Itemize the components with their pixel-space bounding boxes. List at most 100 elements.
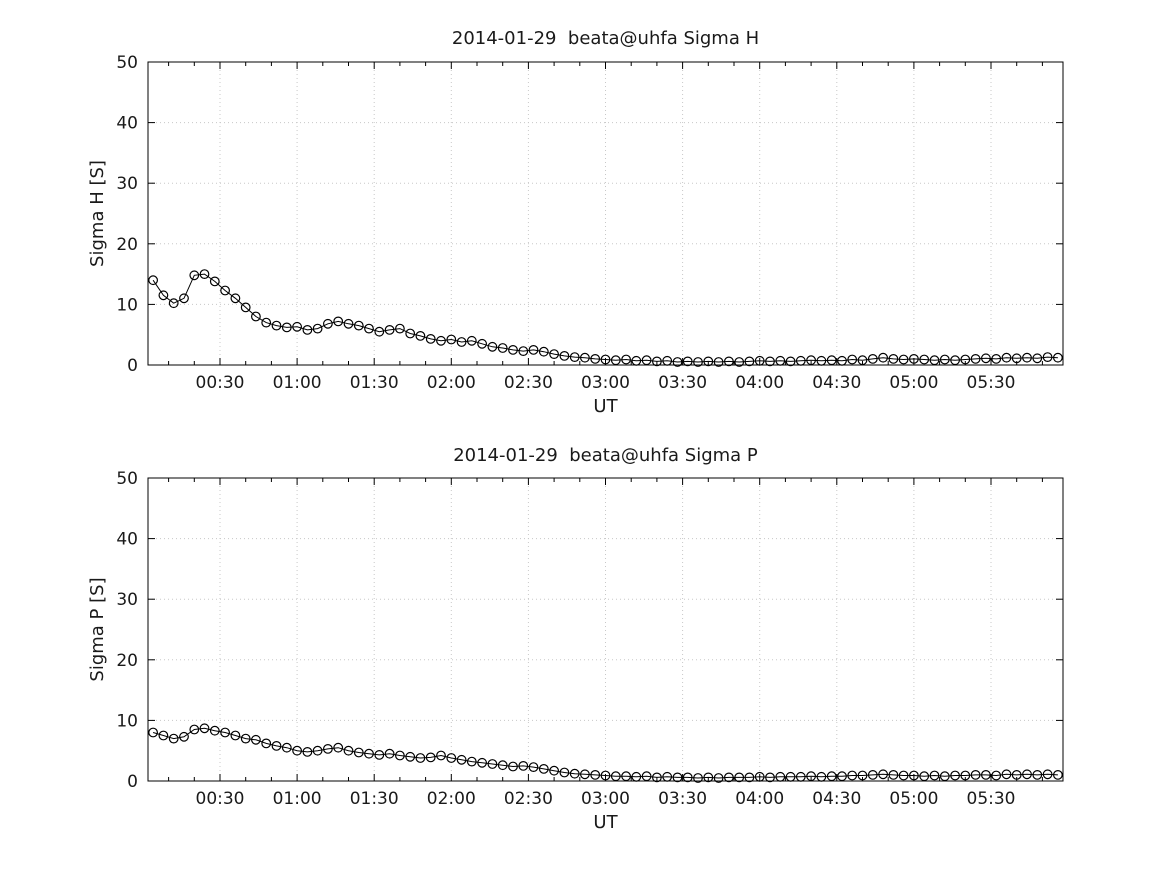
- x-tick-label: 02:00: [427, 373, 476, 393]
- data-point-marker: [981, 770, 991, 780]
- data-point-marker: [682, 356, 693, 367]
- data-point-marker: [508, 345, 518, 355]
- axes-box: [147, 61, 1064, 366]
- data-point-marker: [559, 767, 570, 778]
- data-point-marker: [744, 772, 755, 783]
- data-point-marker: [929, 770, 940, 781]
- data-point-marker: [1022, 769, 1032, 780]
- x-tick-label: 03:00: [581, 373, 630, 393]
- grid: [148, 478, 1063, 781]
- data-point-marker: [1032, 770, 1043, 780]
- y-tick-label: 10: [116, 711, 138, 731]
- data-point-marker: [1001, 352, 1012, 363]
- y-tick-label: 10: [116, 295, 138, 315]
- data-point-marker: [1001, 769, 1012, 780]
- data-point-marker: [1042, 352, 1053, 363]
- data-point-marker: [168, 298, 179, 309]
- data-point-marker: [549, 349, 559, 360]
- data-point-marker: [621, 354, 631, 365]
- data-point-marker: [1052, 770, 1063, 780]
- data-point-marker: [898, 354, 909, 365]
- data-point-marker: [590, 770, 601, 780]
- data-point-marker: [528, 345, 539, 355]
- data-point-marker: [271, 741, 282, 751]
- data-point-marker: [353, 320, 364, 331]
- data-point-marker: [158, 290, 169, 301]
- data-point-marker: [497, 760, 508, 771]
- data-point-marker: [919, 354, 930, 365]
- data-point-marker: [477, 338, 488, 349]
- data-point-marker: [466, 756, 477, 767]
- data-point-marker: [765, 772, 775, 783]
- data-point-marker: [364, 748, 374, 759]
- data-point-marker: [209, 276, 220, 287]
- data-point-marker: [343, 745, 354, 756]
- data-point-marker: [364, 323, 374, 334]
- data-point-marker: [405, 328, 416, 339]
- x-tick-label: 01:30: [350, 789, 399, 809]
- tick-marks: [148, 61, 1063, 366]
- data-point-marker: [724, 356, 734, 367]
- x-tick-label: 01:00: [273, 373, 322, 393]
- data-point-marker: [333, 742, 344, 753]
- data-point-marker: [220, 285, 231, 296]
- data-point-marker: [682, 772, 693, 783]
- data-point-marker: [734, 772, 745, 783]
- data-point-marker: [302, 325, 313, 335]
- data-point-marker: [189, 724, 200, 735]
- data-point-marker: [446, 753, 457, 763]
- y-tick-label: 40: [116, 530, 138, 550]
- data-point-marker: [261, 738, 272, 749]
- data-point-marker: [271, 320, 282, 331]
- y-tick-label: 30: [116, 174, 138, 194]
- x-tick-label: 03:30: [658, 789, 707, 809]
- data-point-marker: [785, 356, 796, 367]
- data-point-marker: [312, 323, 323, 334]
- data-point-marker: [898, 770, 909, 781]
- x-tick-label: 02:30: [504, 373, 553, 393]
- data-point-marker: [436, 750, 446, 761]
- data-point-marker: [302, 747, 313, 757]
- data-point-marker: [292, 321, 303, 332]
- data-point-marker: [970, 770, 981, 780]
- data-point-marker: [1032, 353, 1043, 364]
- data-point-marker: [240, 733, 251, 744]
- data-point-marker: [240, 302, 251, 313]
- data-point-marker: [497, 343, 508, 353]
- data-point-marker: [250, 311, 261, 322]
- data-point-marker: [569, 768, 580, 779]
- data-point-marker: [590, 354, 601, 364]
- data-point-marker: [518, 346, 529, 357]
- data-point-marker: [867, 770, 878, 780]
- sigma-h-plot: 2014-01-29 beata@uhfa Sigma H 00:30 01:00 0…: [87, 28, 1064, 417]
- data-point-marker: [713, 773, 724, 783]
- data-point-marker: [652, 356, 662, 367]
- x-axis-label: UT: [593, 812, 618, 833]
- data-point-marker: [374, 750, 385, 760]
- data-point-marker: [559, 351, 570, 361]
- x-tick-label: 01:30: [350, 373, 399, 393]
- tick-marks: [148, 477, 1063, 782]
- y-tick-label: 0: [127, 772, 138, 792]
- data-point-marker: [713, 357, 724, 367]
- x-tick-label: 04:30: [812, 789, 861, 809]
- y-tick-label: 50: [116, 53, 138, 73]
- data-point-marker: [703, 772, 714, 783]
- y-tick-label: 20: [116, 235, 138, 255]
- sigma-p-plot: 2014-01-29 beata@uhfa Sigma P 00:30 01:00 0…: [87, 445, 1064, 833]
- data-point-marker: [230, 293, 241, 304]
- data-point-marker: [292, 745, 303, 756]
- data-point-marker: [518, 761, 529, 771]
- data-point-marker: [374, 326, 385, 337]
- data-point-marker: [446, 334, 457, 345]
- data-point-marker: [538, 346, 549, 357]
- data-point-marker: [209, 725, 220, 736]
- data-point-marker: [888, 354, 899, 364]
- data-point-marker: [693, 357, 703, 367]
- data-point-marker: [734, 357, 745, 367]
- x-tick-label: 05:00: [889, 373, 938, 393]
- x-tick-label: 04:00: [735, 373, 784, 393]
- y-tick-label: 0: [127, 356, 138, 376]
- data-point-marker: [312, 745, 323, 756]
